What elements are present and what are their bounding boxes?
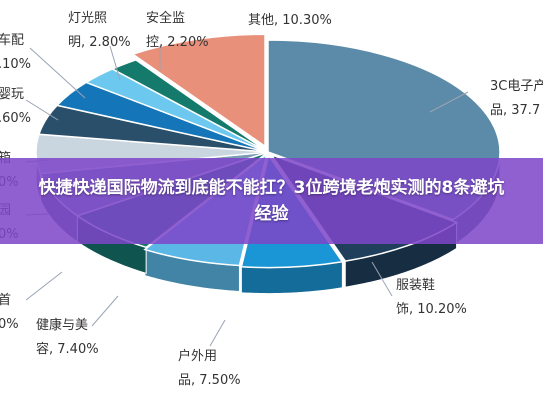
slice-label: 健康与美容, 7.40% (36, 317, 99, 357)
slice-label-line: 首 (0, 293, 11, 308)
slice-label-line: 0% (0, 317, 19, 332)
pie-slice (110, 59, 269, 153)
slice-label: 3C电子产品, 37.7 (490, 79, 543, 118)
slice-label-line: .10% (0, 57, 31, 72)
slice-label-line: 车配 (0, 32, 24, 48)
slice-label-line: 品, 37.7 (490, 103, 540, 118)
slice-label: 车配 .10% (0, 32, 31, 72)
slice-label-line: 控, 2.20% (146, 35, 209, 50)
slice-label: 安全监控, 2.20% (146, 10, 209, 50)
slice-label-line: .60% (0, 111, 31, 126)
slice-label-line: 婴玩 (0, 87, 24, 102)
slice-label-line: 健康与美 (36, 317, 88, 333)
slice-label: 其他, 10.30% (248, 13, 332, 28)
leader-line (91, 295, 119, 327)
slice-label-line: 饰, 10.20% (396, 302, 467, 317)
slice-label: 婴玩 .60% (0, 87, 31, 126)
pie-slice (131, 33, 266, 148)
leader-line (429, 91, 469, 113)
slice-label: 首 0% (0, 293, 19, 332)
slice-label-line: 明, 2.80% (68, 35, 131, 50)
slice-label-line: 品, 7.50% (178, 373, 241, 388)
leader-line (25, 271, 63, 301)
leader-line (25, 99, 59, 121)
slice-label-line: 户外用 (178, 348, 217, 364)
slice-label-line: 其他, 10.30% (248, 13, 332, 28)
slice-label: 灯光照明, 2.80% (68, 11, 131, 50)
slice-label-line: 安全监 (146, 10, 185, 26)
slice-label-line: 灯光照 (68, 11, 107, 26)
slice-label: 户外用品, 7.50% (178, 348, 241, 388)
leader-line (371, 261, 393, 297)
slice-label-line: 容, 7.40% (36, 341, 99, 357)
banner-title: 快捷快递国际物流到底能不能扛？3位跨境老炮实测的8条避坑经验 (38, 178, 505, 224)
leader-line (209, 319, 226, 347)
slice-label-line: 3C电子产 (490, 79, 543, 94)
leader-line (29, 47, 86, 99)
leader-line (109, 45, 121, 81)
slice-label: 服装鞋饰, 10.20% (396, 277, 467, 317)
title-banner: 快捷快递国际物流到底能不能扛？3位跨境老炮实测的8条避坑经验 (0, 158, 543, 244)
slice-label-line: 服装鞋 (396, 277, 435, 293)
